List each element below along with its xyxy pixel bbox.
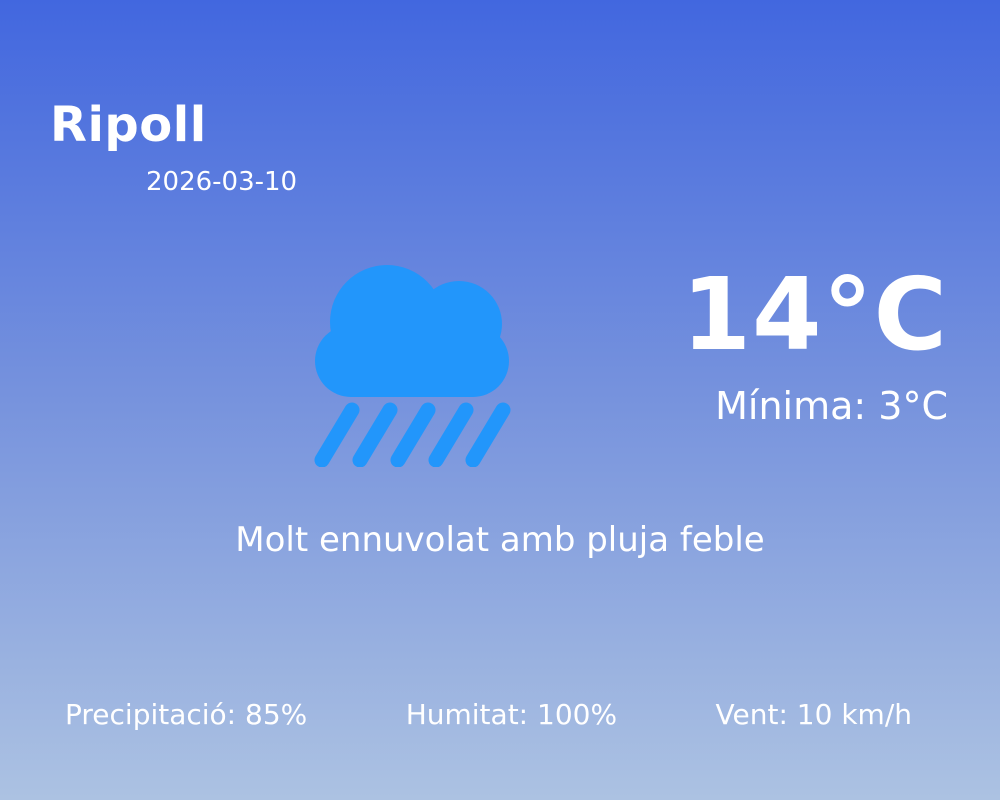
precipitation-stat: Precipitació: 85% <box>65 698 307 731</box>
location-title: Ripoll <box>50 97 207 153</box>
rain-streaks <box>314 402 511 467</box>
minimum-value: 3°C <box>878 384 948 428</box>
temperature-block: 14°C Mínima: 3°C <box>681 256 948 429</box>
wind-label: Vent: <box>715 698 788 731</box>
weather-condition: Molt ennuvolat amb pluja feble <box>235 520 765 560</box>
current-temperature: 14°C <box>681 256 948 373</box>
precipitation-label: Precipitació: <box>65 698 237 731</box>
cloud-shape <box>315 265 509 397</box>
minimum-label: Mínima: <box>715 384 867 428</box>
minimum-temperature: Mínima: 3°C <box>681 384 948 428</box>
rain-cloud-icon <box>314 265 511 467</box>
precipitation-value: 85% <box>245 698 308 731</box>
humidity-value: 100% <box>537 698 618 731</box>
forecast-date: 2026-03-10 <box>146 167 298 197</box>
weather-stats: Precipitació: 85% Humitat: 100% Vent: 10… <box>0 698 1000 731</box>
humidity-label: Humitat: <box>405 698 529 731</box>
wind-stat: Vent: 10 km/h <box>716 698 912 731</box>
humidity-stat: Humitat: 100% <box>406 698 617 731</box>
wind-value: 10 km/h <box>796 698 912 731</box>
